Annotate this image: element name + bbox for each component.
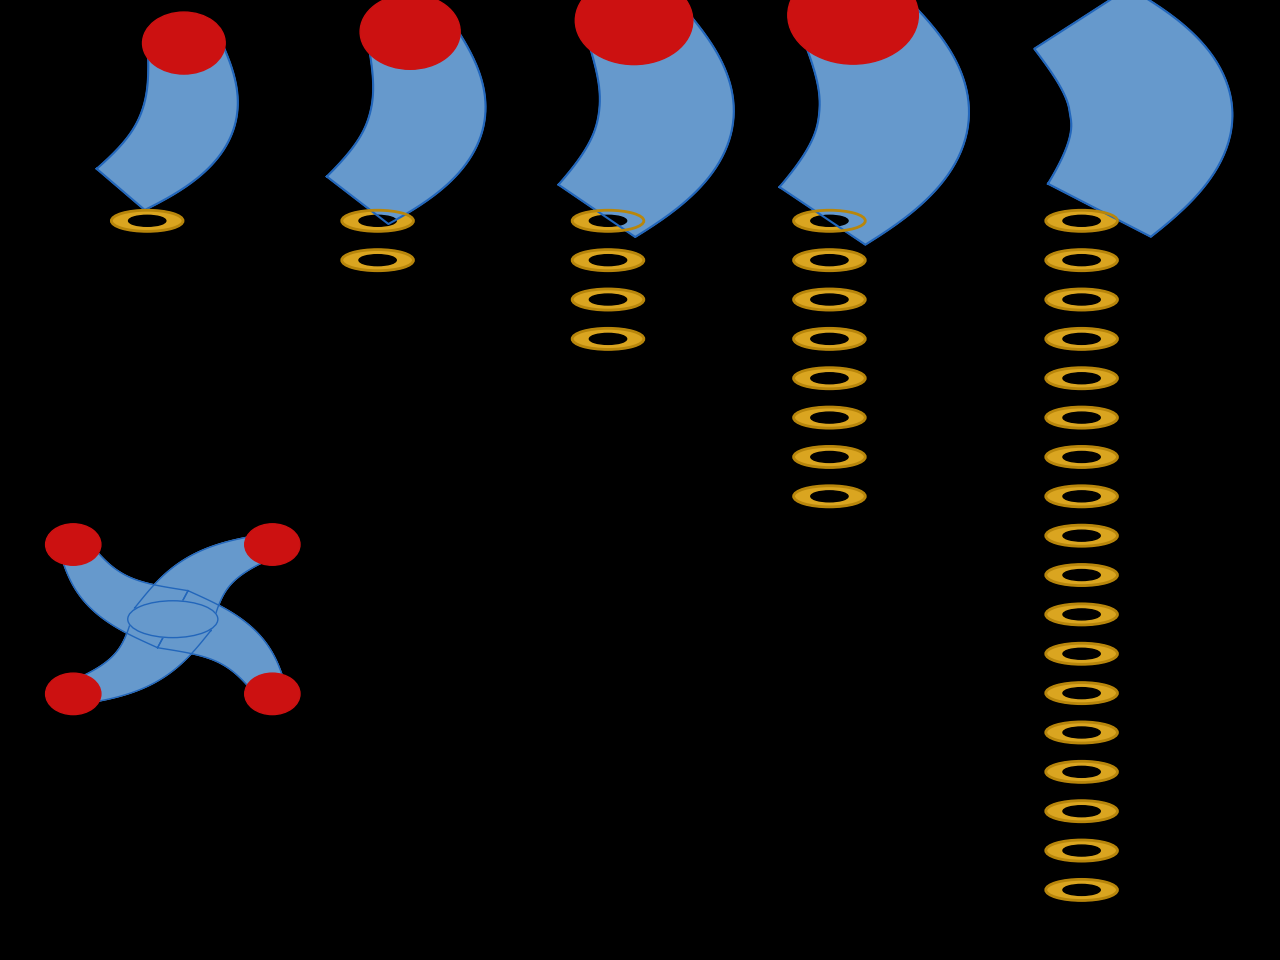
Ellipse shape <box>1046 761 1117 782</box>
Ellipse shape <box>1062 530 1101 541</box>
Ellipse shape <box>810 215 849 227</box>
Circle shape <box>46 673 101 714</box>
Polygon shape <box>59 540 188 648</box>
Ellipse shape <box>1046 250 1117 271</box>
Circle shape <box>244 524 300 565</box>
Ellipse shape <box>1046 683 1117 704</box>
Ellipse shape <box>1062 884 1101 896</box>
Ellipse shape <box>810 372 849 384</box>
Ellipse shape <box>794 407 865 428</box>
Polygon shape <box>68 608 211 705</box>
Ellipse shape <box>128 601 218 637</box>
Ellipse shape <box>589 254 627 266</box>
Polygon shape <box>157 590 287 698</box>
Polygon shape <box>780 0 969 245</box>
Ellipse shape <box>810 254 849 266</box>
Circle shape <box>787 0 918 64</box>
Circle shape <box>360 0 461 69</box>
Ellipse shape <box>1062 372 1101 384</box>
Ellipse shape <box>342 250 413 271</box>
Polygon shape <box>97 38 238 210</box>
Ellipse shape <box>1062 805 1101 817</box>
Ellipse shape <box>1046 368 1117 389</box>
Ellipse shape <box>1062 451 1101 463</box>
Circle shape <box>46 524 101 565</box>
Ellipse shape <box>810 333 849 345</box>
Ellipse shape <box>572 289 644 310</box>
Ellipse shape <box>794 368 865 389</box>
Ellipse shape <box>1046 643 1117 664</box>
Ellipse shape <box>1062 648 1101 660</box>
Ellipse shape <box>1046 604 1117 625</box>
Polygon shape <box>1034 0 1233 237</box>
Ellipse shape <box>1062 766 1101 778</box>
Ellipse shape <box>572 328 644 349</box>
Ellipse shape <box>1062 609 1101 620</box>
Ellipse shape <box>589 294 627 305</box>
Ellipse shape <box>1046 407 1117 428</box>
Ellipse shape <box>1062 727 1101 738</box>
Ellipse shape <box>111 210 183 231</box>
Ellipse shape <box>794 486 865 507</box>
Ellipse shape <box>1046 446 1117 468</box>
Ellipse shape <box>794 289 865 310</box>
Ellipse shape <box>589 333 627 345</box>
Ellipse shape <box>572 210 644 231</box>
Ellipse shape <box>794 250 865 271</box>
Ellipse shape <box>358 254 397 266</box>
Ellipse shape <box>1062 412 1101 423</box>
Ellipse shape <box>794 328 865 349</box>
Circle shape <box>244 673 300 714</box>
Polygon shape <box>326 22 485 224</box>
Ellipse shape <box>1062 294 1101 305</box>
Ellipse shape <box>1062 333 1101 345</box>
Ellipse shape <box>794 446 865 468</box>
Ellipse shape <box>358 215 397 227</box>
Ellipse shape <box>1062 687 1101 699</box>
Ellipse shape <box>810 491 849 502</box>
Polygon shape <box>558 6 733 237</box>
Ellipse shape <box>572 250 644 271</box>
Ellipse shape <box>1046 486 1117 507</box>
Ellipse shape <box>1062 491 1101 502</box>
Ellipse shape <box>1062 215 1101 227</box>
Circle shape <box>142 12 225 74</box>
Ellipse shape <box>1046 210 1117 231</box>
Ellipse shape <box>1046 722 1117 743</box>
Ellipse shape <box>1046 525 1117 546</box>
Ellipse shape <box>810 412 849 423</box>
Ellipse shape <box>1046 840 1117 861</box>
Ellipse shape <box>589 215 627 227</box>
Ellipse shape <box>1062 845 1101 856</box>
Ellipse shape <box>1062 569 1101 581</box>
Ellipse shape <box>1046 564 1117 586</box>
Ellipse shape <box>1046 879 1117 900</box>
Ellipse shape <box>1046 801 1117 822</box>
Ellipse shape <box>1062 254 1101 266</box>
Ellipse shape <box>128 215 166 227</box>
Ellipse shape <box>342 210 413 231</box>
Circle shape <box>575 0 692 64</box>
Ellipse shape <box>1046 328 1117 349</box>
Polygon shape <box>134 534 278 631</box>
Ellipse shape <box>810 294 849 305</box>
Ellipse shape <box>794 210 865 231</box>
Ellipse shape <box>1046 289 1117 310</box>
Ellipse shape <box>810 451 849 463</box>
